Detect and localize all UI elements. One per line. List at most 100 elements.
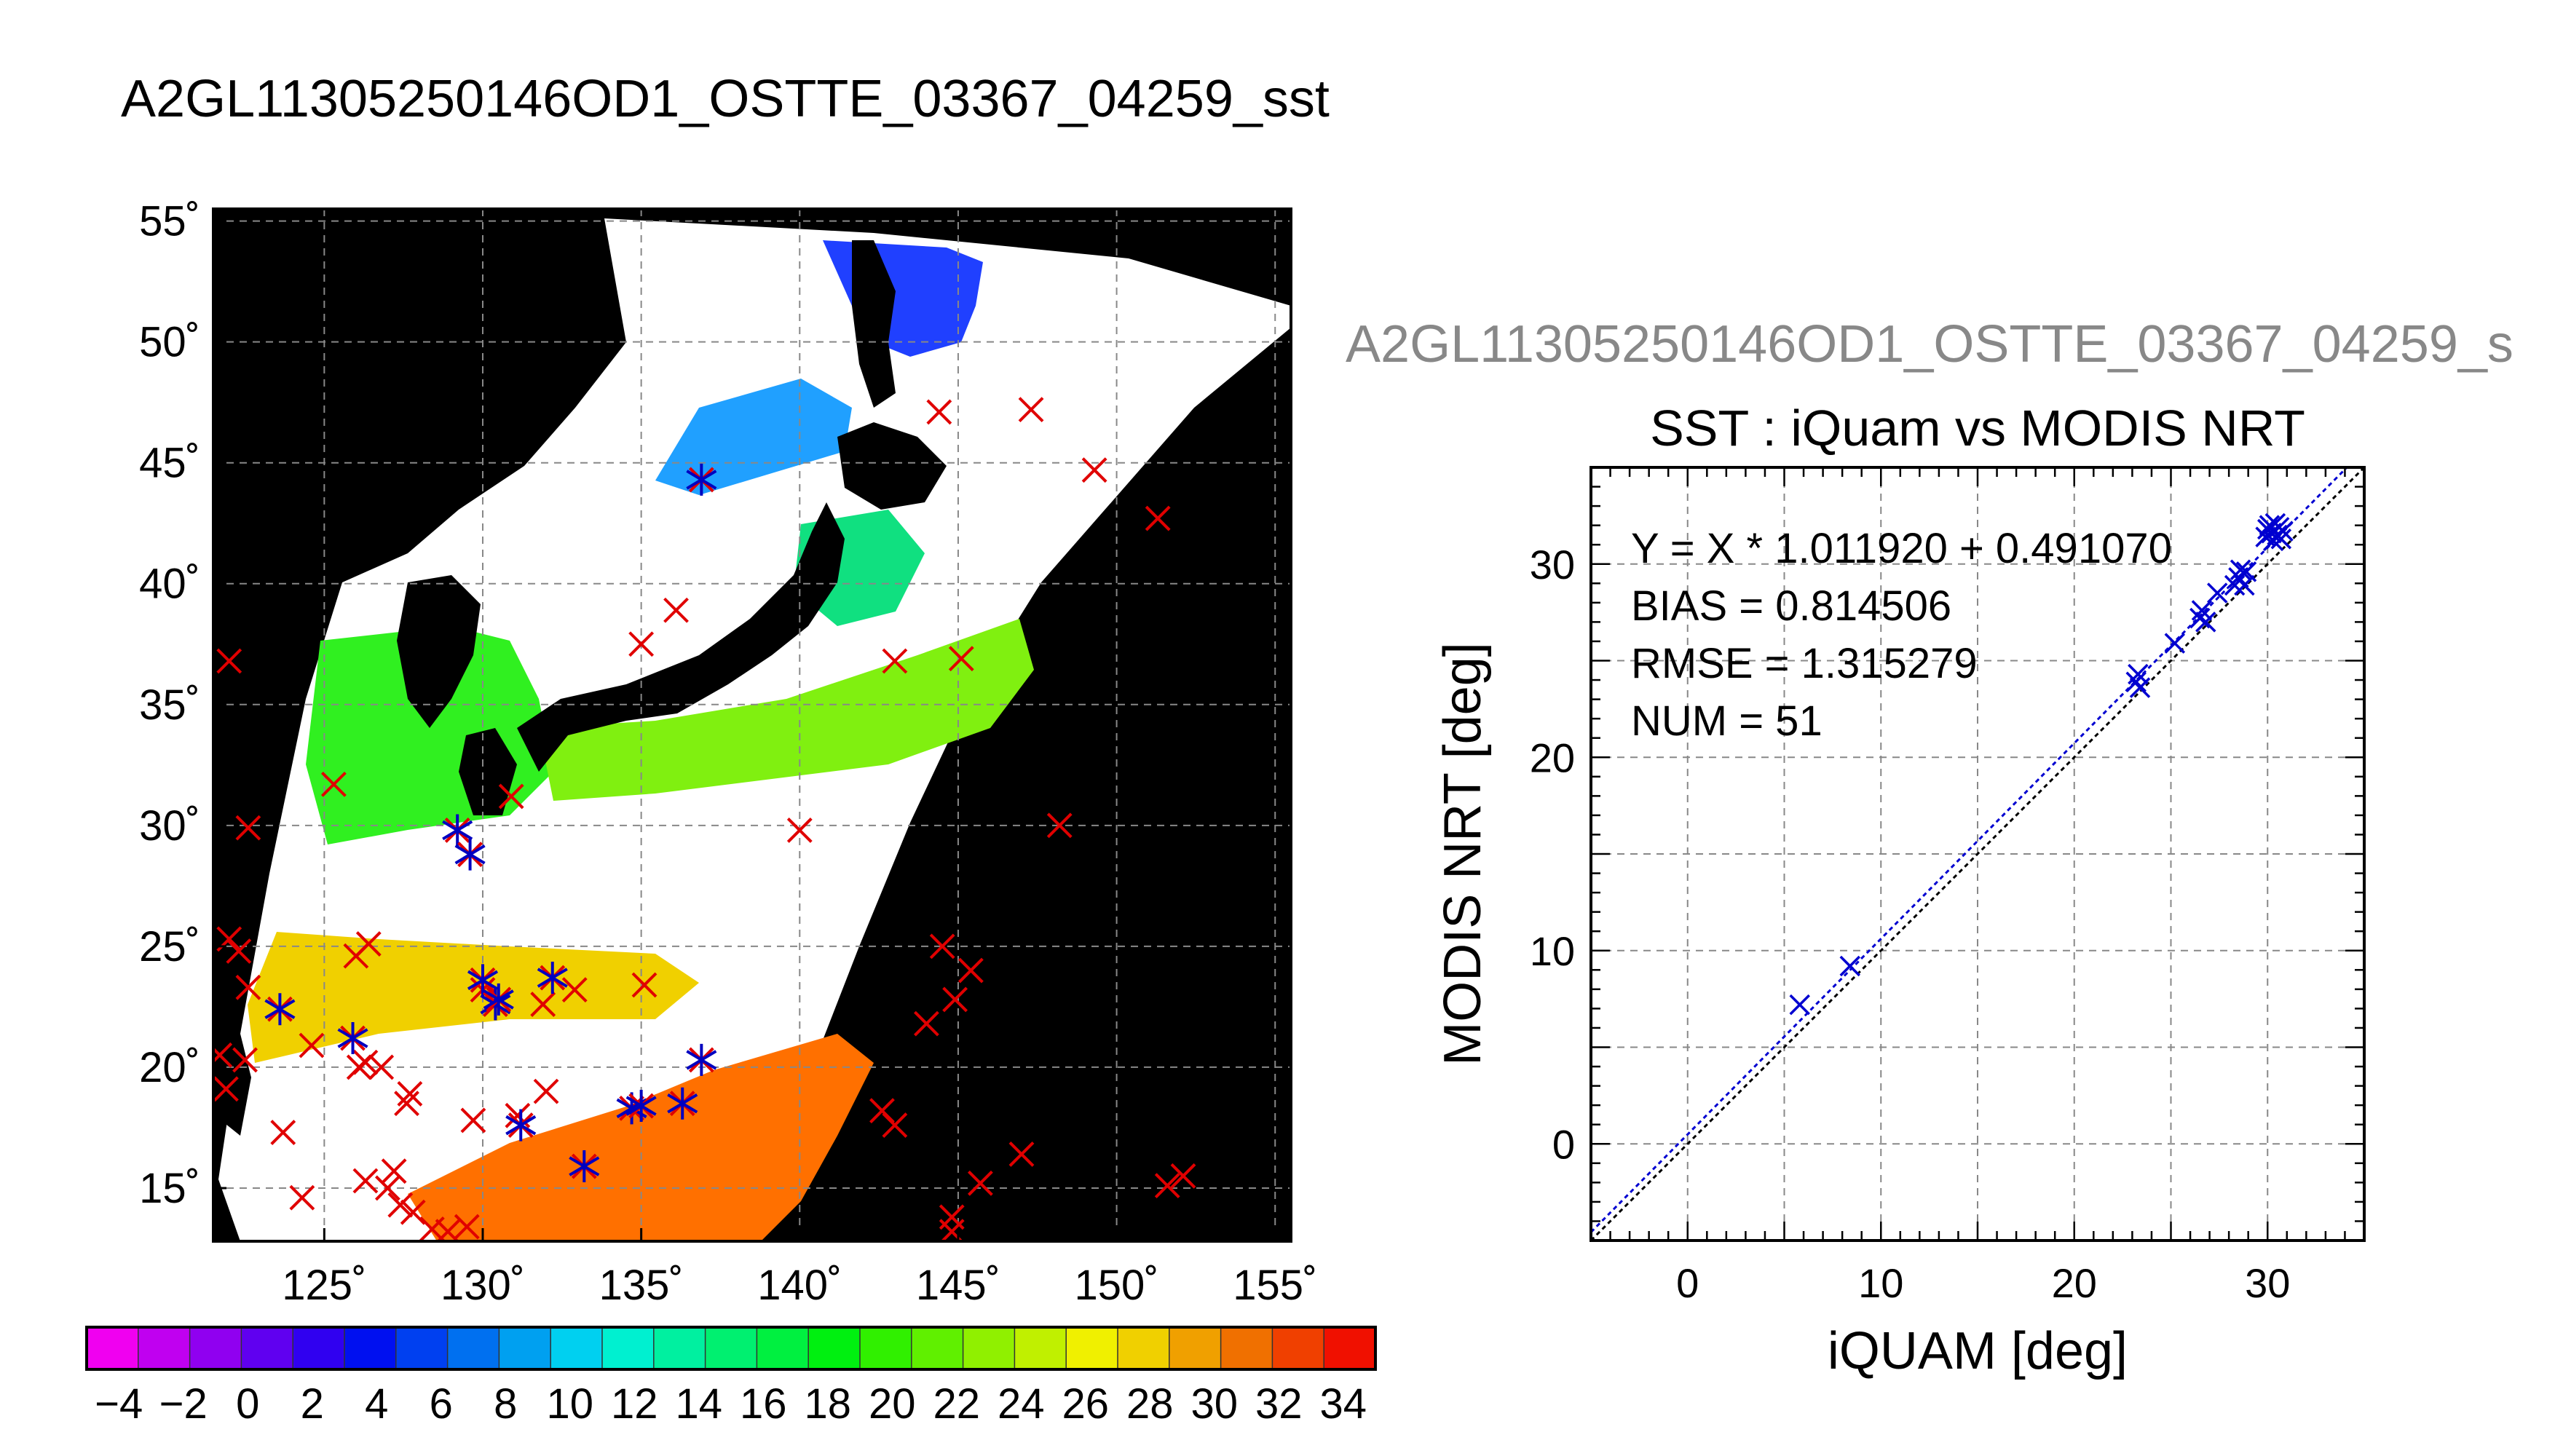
colorbar-label: 34 <box>1319 1380 1367 1428</box>
scatter-point-stroke-b <box>2129 677 2151 698</box>
insitu-marker-outside-stroke-b <box>1170 1163 1196 1189</box>
colorbar-label: 30 <box>1190 1380 1238 1428</box>
scatter-point-stroke-b <box>2272 521 2294 542</box>
scatter-point <box>2206 582 2228 604</box>
insitu-marker-outside-stroke-b <box>1008 1142 1035 1167</box>
scatter-x-tick-label: 0 <box>1676 1260 1699 1306</box>
scatter-y-axis: 0 10 20 30 <box>1530 542 1575 1168</box>
insitu-marker-outside <box>786 818 813 843</box>
land-hokkaido <box>837 422 947 510</box>
insitu-marker-matched-star <box>442 814 473 847</box>
map-x-tick-label: 130˚ <box>441 1262 525 1309</box>
insitu-marker-outside-stroke-b <box>320 771 347 797</box>
insitu-marker-outside <box>1170 1163 1196 1189</box>
scatter-stats: Y = X * 1.011920 + 0.491070 BIAS = 0.8145… <box>1631 525 2172 745</box>
identity-line <box>1591 467 2364 1241</box>
insitu-marker-outside-stroke-b <box>1154 1173 1180 1199</box>
insitu-marker-outside <box>882 1112 908 1139</box>
insitu-marker-outside-stroke-b <box>957 957 984 984</box>
colorbar-cell <box>705 1327 757 1369</box>
land-sakhalin <box>852 240 896 408</box>
insitu-marker-outside-stroke-b <box>967 1170 993 1196</box>
star-diagonal-b <box>337 1028 368 1048</box>
insitu-marker-outside-stroke-b <box>786 818 813 843</box>
scatter-grid <box>1591 467 2364 1241</box>
colorbar-cell <box>1220 1327 1273 1369</box>
insitu-marker-matched-star <box>505 1109 537 1142</box>
map-y-tick-label: 55˚ <box>139 198 200 245</box>
insitu-marker-outside <box>355 931 382 957</box>
scatter-stat-line: BIAS = 0.814506 <box>1631 582 1951 630</box>
map-y-tick-label: 20˚ <box>139 1044 200 1091</box>
insitu-marker-outside-stroke-b <box>436 1219 461 1241</box>
colorbar-cell <box>1169 1327 1222 1369</box>
scatter-y-label: MODIS NRT [deg] <box>1434 642 1492 1066</box>
colorbar-label: 0 <box>236 1380 259 1428</box>
insitu-marker-outside <box>663 597 689 623</box>
land-kyushu <box>459 728 517 815</box>
colorbar-cell <box>87 1327 139 1369</box>
star-diagonal-b <box>454 844 486 865</box>
insitu-marker-matched-star <box>454 838 486 871</box>
colorbar-label: 18 <box>804 1380 851 1428</box>
insitu-marker-outside <box>232 1047 258 1073</box>
scatter-point-stroke-b <box>2206 582 2228 604</box>
map-y-tick-label: 25˚ <box>139 923 200 970</box>
insitu-marker-outside-stroke-b <box>235 815 261 841</box>
scatter-point <box>1789 994 1810 1016</box>
scatter-subtitle: A2GL11305250146OD1_OSTTE_03367_04259_s <box>1346 315 2513 373</box>
colorbar-cell <box>1014 1327 1067 1369</box>
map-x-tick-label: 125˚ <box>282 1262 366 1309</box>
colorbar-cell <box>602 1327 655 1369</box>
insitu-marker-outside-stroke-b <box>505 1102 531 1128</box>
insitu-marker-outside <box>352 1049 379 1075</box>
insitu-marker-outside-stroke-b <box>628 631 655 657</box>
insitu-marker-matched-star <box>467 964 499 997</box>
insitu-marker-outside-stroke-b <box>530 992 556 1017</box>
scatter-y-tick-label: 30 <box>1530 542 1575 587</box>
insitu-marker-outside <box>533 1078 559 1104</box>
scatter-point-stroke-b <box>2189 607 2211 629</box>
insitu-marker-outside-stroke-b <box>235 974 261 1000</box>
scatter-point-stroke-b <box>2230 559 2251 580</box>
map-panel: 125˚ 130˚ 135˚ 140˚ 145˚ 150˚ 155˚ 15˚ 20˚ 25˚ 30… <box>139 198 1317 1309</box>
insitu-marker-outside-stroke-b <box>213 1076 239 1102</box>
colorbar-cell <box>1272 1327 1324 1369</box>
insitu-marker-outside <box>939 1204 965 1230</box>
colorbar-cell <box>1324 1327 1376 1369</box>
insitu-marker-outside <box>320 771 347 797</box>
colorbar-frame <box>85 1326 1377 1371</box>
insitu-marker-outside <box>289 1184 315 1211</box>
insitu-marker-outside <box>235 974 261 1000</box>
insitu-marker-outside-stroke-b <box>926 399 952 425</box>
scatter-point <box>2164 633 2186 654</box>
scatter-point-stroke-b <box>1839 955 1861 977</box>
colorbar-label: 12 <box>611 1380 658 1428</box>
insitu-marker-outside-stroke-b <box>1018 397 1044 423</box>
star-diagonal-b <box>625 1096 657 1116</box>
scatter-y-tick-label: 0 <box>1552 1121 1575 1167</box>
colorbar-cell <box>757 1327 809 1369</box>
insitu-marker-outside <box>397 1081 423 1107</box>
colorbar-cell <box>963 1327 1015 1369</box>
colorbar-label: 24 <box>998 1380 1045 1428</box>
scatter-point-stroke-b <box>2164 633 2186 654</box>
insitu-marker-outside-stroke-b <box>1081 457 1107 483</box>
scatter-point-stroke-b <box>2259 515 2280 536</box>
insitu-marker-outside-stroke-b <box>948 646 974 672</box>
colorbar-cell <box>860 1327 912 1369</box>
insitu-marker-outside <box>948 646 974 672</box>
colorbar-label: −2 <box>159 1380 208 1428</box>
map-y-tick-label: 30˚ <box>139 802 200 850</box>
map-y-tick-label: 45˚ <box>139 440 200 487</box>
insitu-marker-outside-stroke-b <box>882 1112 908 1139</box>
insitu-marker-matched-star <box>337 1022 368 1055</box>
insitu-marker-outside-stroke-b <box>213 1042 233 1064</box>
insitu-marker-outside-stroke-b <box>533 1078 559 1104</box>
insitu-marker-matched-star <box>625 1090 657 1123</box>
map-x-tick-label: 155˚ <box>1233 1262 1317 1309</box>
colorbar-label: 22 <box>933 1380 980 1428</box>
scatter-point <box>1839 955 1861 977</box>
insitu-marker-matched-star <box>569 1150 600 1183</box>
